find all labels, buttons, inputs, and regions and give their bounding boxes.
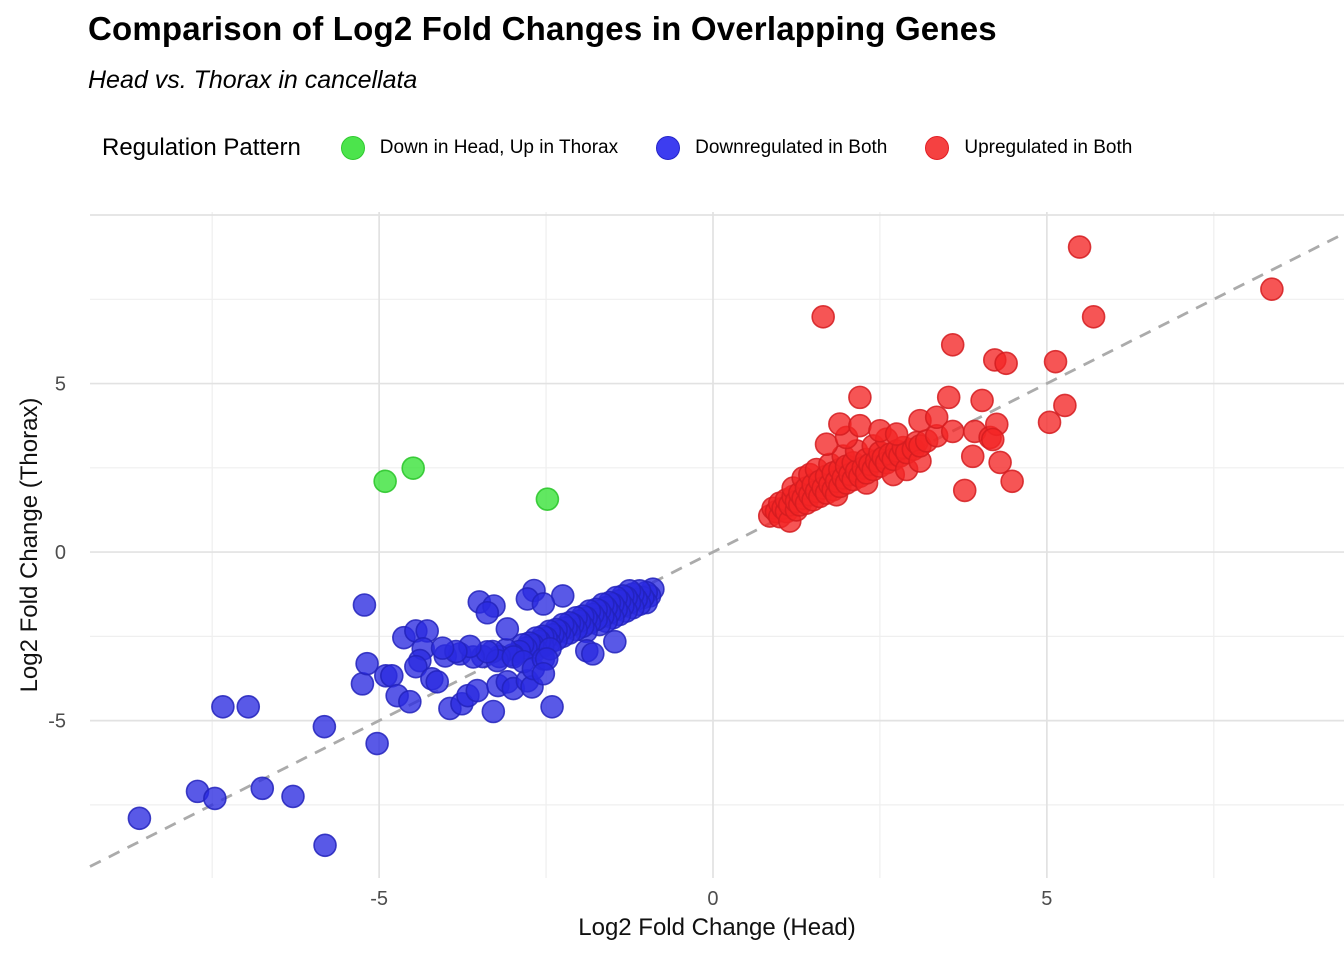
identity-line <box>89 232 1344 868</box>
x-tick-label: 5 <box>1041 888 1052 910</box>
data-point <box>373 469 397 494</box>
data-point <box>127 806 152 831</box>
legend-item-label: Upregulated in Both <box>964 137 1133 158</box>
y-tick-label: 0 <box>55 542 66 564</box>
data-point <box>350 672 375 696</box>
data-point <box>970 388 994 413</box>
data-point <box>814 432 839 457</box>
data-point <box>828 412 852 436</box>
data-point <box>355 651 379 676</box>
legend-item: Upregulated in Both <box>925 136 1132 160</box>
data-point <box>884 422 909 446</box>
data-point <box>1037 410 1062 435</box>
legend-dot-icon <box>340 136 365 160</box>
data-point <box>581 642 605 666</box>
data-point <box>980 427 1005 452</box>
data-point <box>211 694 235 719</box>
legend-item: Downregulated in Both <box>656 136 887 160</box>
legend-dot-icon <box>925 136 950 160</box>
data-point <box>380 663 404 688</box>
x-axis-title: Log2 Fold Change (Head) <box>578 914 856 941</box>
data-point <box>352 593 377 617</box>
legend-item-label: Downregulated in Both <box>695 137 888 158</box>
data-point <box>1000 469 1024 494</box>
data-point <box>531 661 556 686</box>
data-point <box>1081 305 1106 329</box>
data-point <box>365 731 389 756</box>
data-point <box>924 405 949 430</box>
data-point <box>960 444 985 469</box>
data-point <box>1053 393 1077 418</box>
data-point <box>404 654 428 679</box>
data-point <box>940 419 965 444</box>
y-tick-label: 5 <box>55 374 66 396</box>
data-point <box>312 714 337 739</box>
data-point <box>430 636 455 660</box>
data-point <box>281 784 305 809</box>
data-point <box>811 305 835 329</box>
y-tick-label: -5 <box>48 711 66 733</box>
legend-title: Regulation Pattern <box>102 134 301 161</box>
legend-items: Down in Head, Up in Thorax Downregulated … <box>340 136 1171 160</box>
y-axis-title: Log2 Fold Change (Thorax) <box>16 397 43 693</box>
data-point <box>203 786 227 811</box>
data-point <box>398 689 422 714</box>
data-point <box>994 351 1018 376</box>
data-point <box>1067 235 1092 259</box>
data-point <box>848 385 872 410</box>
legend-item: Down in Head, Up in Thorax <box>340 136 619 160</box>
data-point <box>988 450 1012 475</box>
data-point <box>952 478 977 503</box>
legend: Regulation Pattern Down in Head, Up in T… <box>102 134 1170 162</box>
data-point <box>936 385 961 410</box>
data-point <box>481 699 506 724</box>
data-point <box>465 678 490 703</box>
data-point <box>250 776 275 801</box>
data-point <box>603 629 627 654</box>
data-point <box>236 694 261 719</box>
data-point <box>1043 349 1068 374</box>
data-point <box>425 670 450 694</box>
data-point <box>535 487 560 511</box>
data-point <box>940 332 965 357</box>
data-point <box>401 456 425 480</box>
data-point <box>495 617 520 641</box>
chart-subtitle: Head vs. Thorax in cancellata <box>88 66 418 94</box>
legend-dot-icon <box>656 136 681 160</box>
data-point <box>531 592 556 616</box>
legend-item-label: Down in Head, Up in Thorax <box>379 137 619 158</box>
data-point <box>1260 277 1284 301</box>
chart-title: Comparison of Log2 Fold Changes in Overl… <box>88 10 997 47</box>
data-point <box>313 833 337 858</box>
data-point <box>848 413 872 438</box>
data-point <box>540 694 564 719</box>
data-point <box>475 600 500 625</box>
x-tick-label: -5 <box>370 888 388 910</box>
x-tick-label: 0 <box>707 888 718 910</box>
